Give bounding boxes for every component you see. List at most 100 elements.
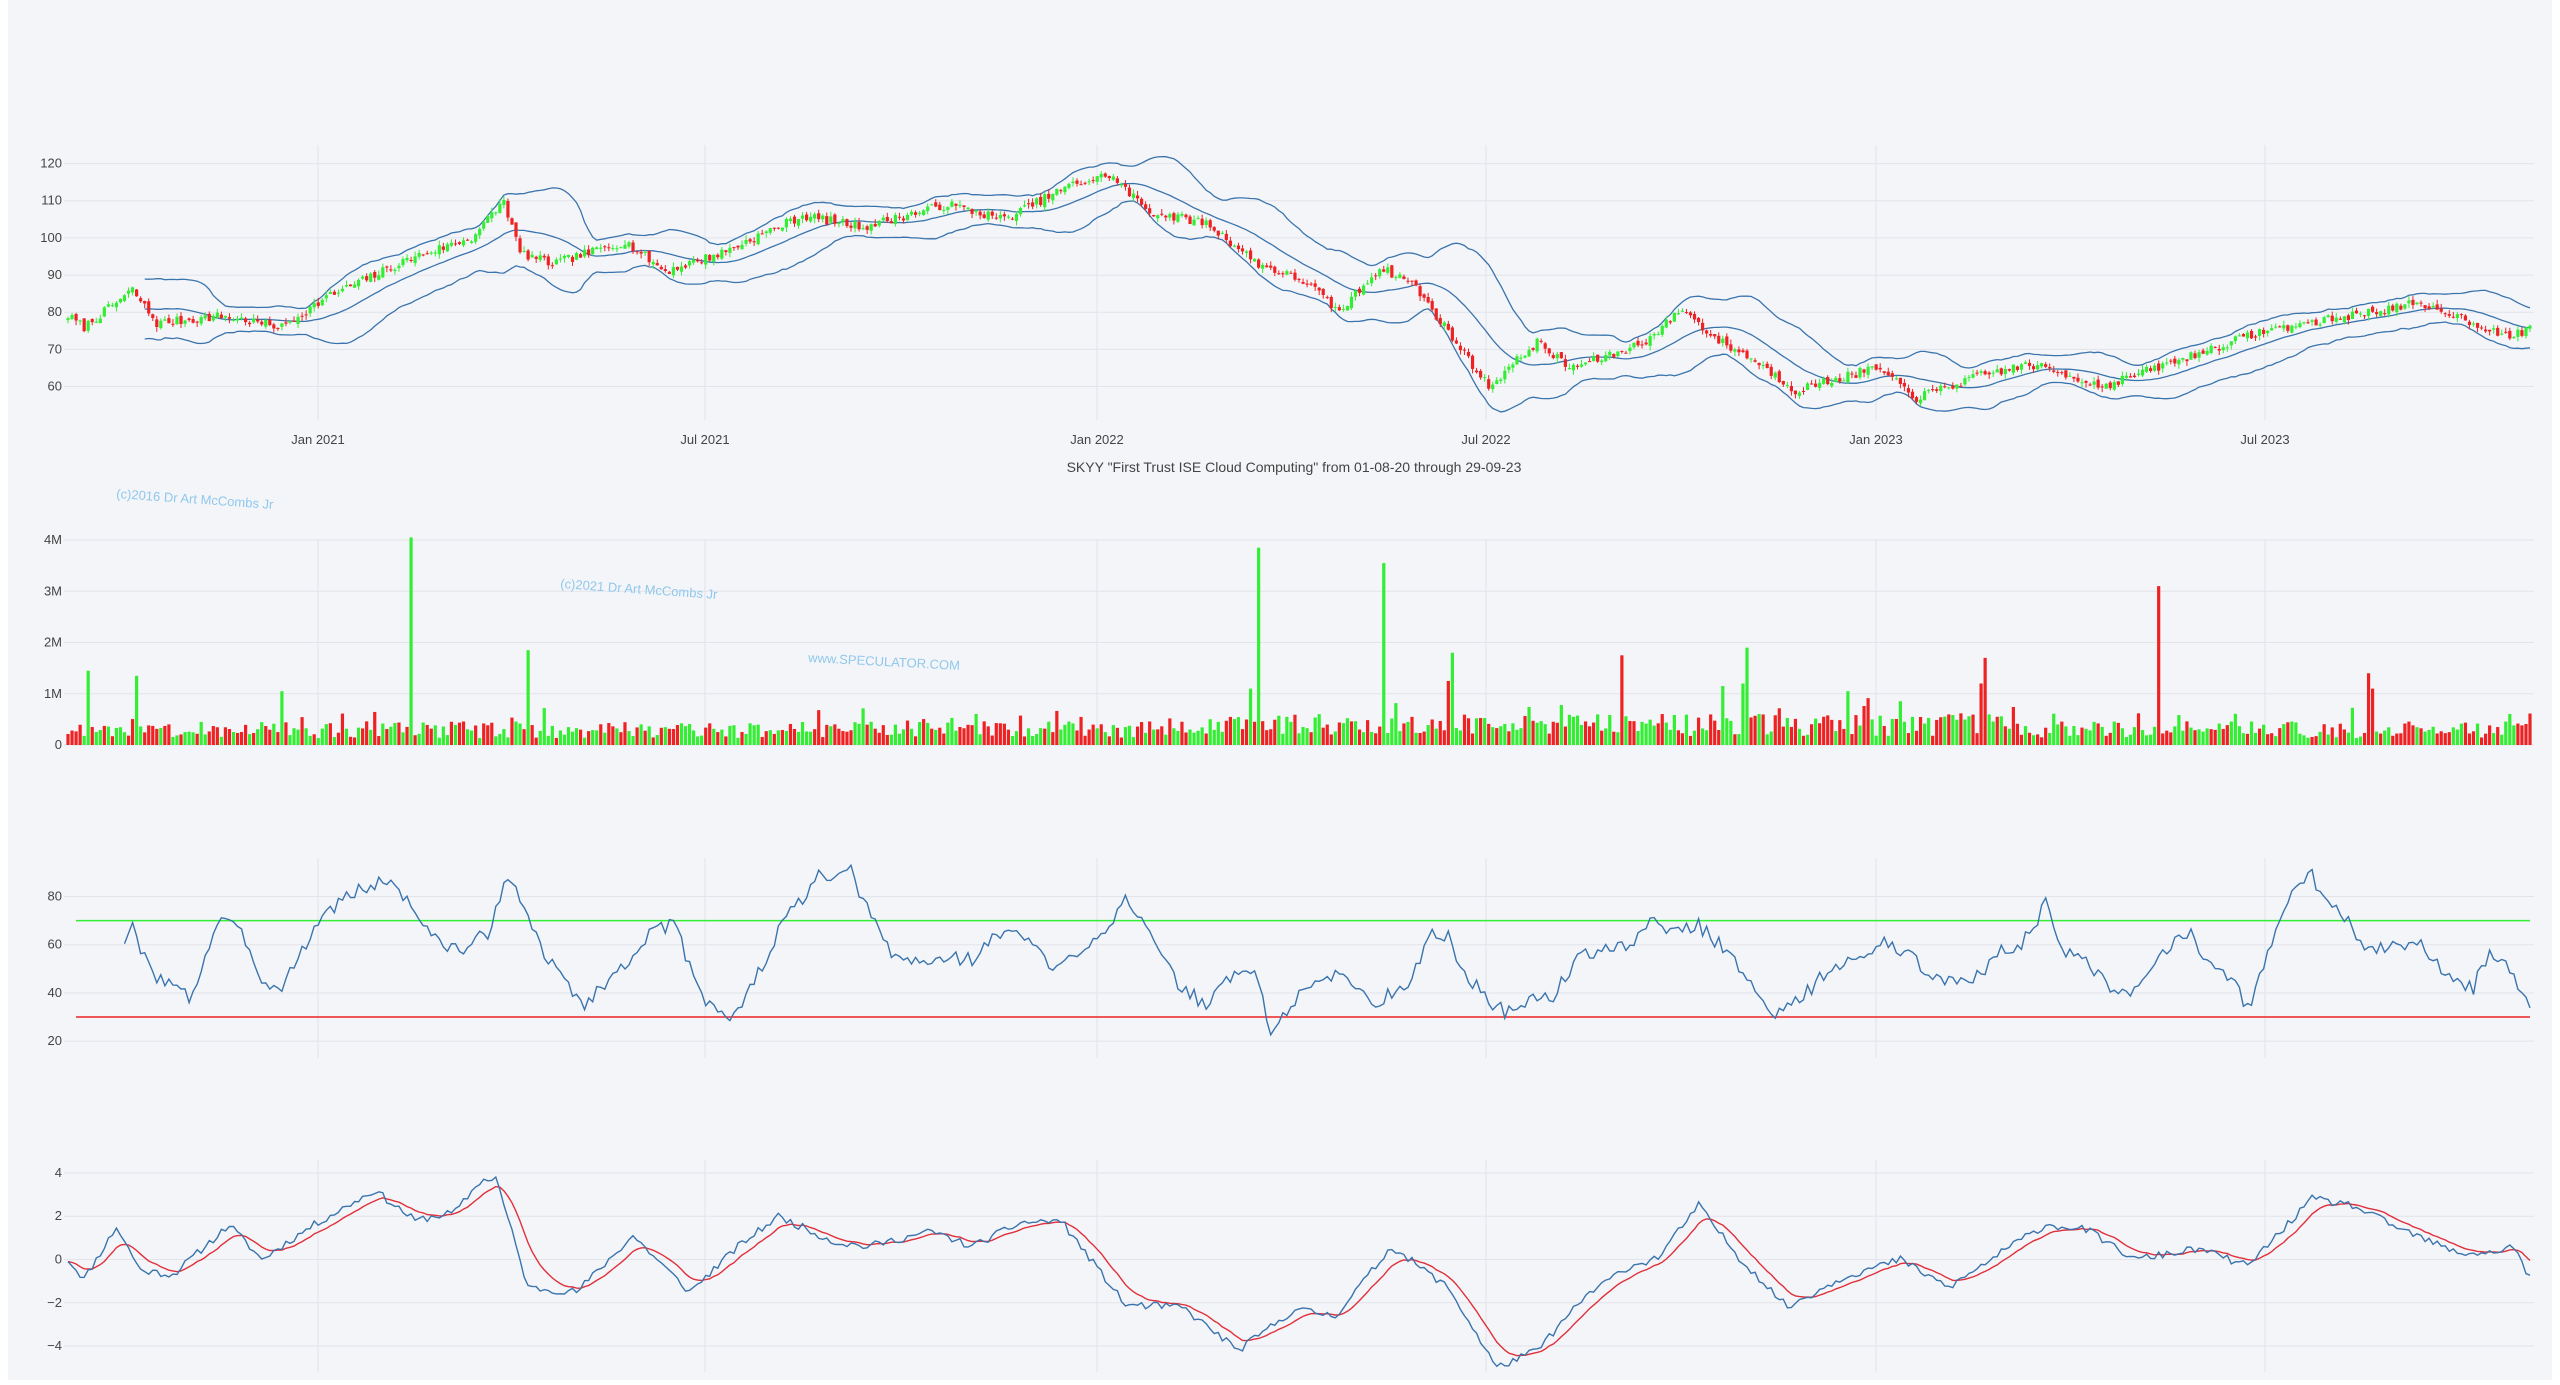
volume-bar xyxy=(1087,729,1091,745)
candle-body xyxy=(966,207,970,210)
volume-bar xyxy=(583,737,587,745)
candle-body xyxy=(1172,213,1176,221)
volume-bar xyxy=(1543,724,1547,745)
candle-body xyxy=(857,222,861,230)
candle-body xyxy=(324,295,328,299)
candle-body xyxy=(441,246,445,250)
candle-body xyxy=(631,242,635,252)
volume-bar xyxy=(2407,721,2411,745)
candle-body xyxy=(1123,183,1128,187)
volume-bar xyxy=(990,735,994,745)
candle-body xyxy=(2262,329,2266,334)
volume-bar xyxy=(397,722,401,745)
volume-bar xyxy=(1583,721,1588,745)
candle-body xyxy=(243,318,248,323)
candle-body xyxy=(1333,306,1337,308)
candle-body xyxy=(502,199,506,205)
volume-ytick-label: 2M xyxy=(44,635,62,650)
volume-bar xyxy=(1366,720,1370,745)
volume-bar xyxy=(2399,733,2403,745)
volume-bar xyxy=(175,735,179,745)
candle-body xyxy=(1285,271,1289,275)
volume-bar xyxy=(2173,726,2177,745)
candle-body xyxy=(1361,285,1366,295)
candle-body xyxy=(1491,384,1495,390)
candle-body xyxy=(2124,375,2128,378)
volume-bar xyxy=(1257,547,1261,745)
volume-bar xyxy=(1156,729,1160,745)
candle-body xyxy=(1067,183,1071,188)
volume-bar xyxy=(2463,722,2468,745)
volume-bar xyxy=(288,735,292,745)
candle-body xyxy=(603,246,607,248)
volume-bar xyxy=(1039,728,1043,745)
candle-body xyxy=(1551,355,1555,359)
volume-bar xyxy=(817,710,821,745)
candle-body xyxy=(1680,310,1685,312)
candle-body xyxy=(1087,181,1091,183)
volume-bar xyxy=(425,724,429,745)
volume-bar xyxy=(130,719,135,745)
volume-bar xyxy=(1394,703,1398,745)
candle-body xyxy=(203,315,207,319)
volume-bar xyxy=(926,722,930,745)
volume-bar xyxy=(143,732,147,745)
macd-ytick-label: 0 xyxy=(55,1252,62,1267)
candle-body xyxy=(361,276,365,279)
volume-bar xyxy=(86,670,90,745)
candle-body xyxy=(413,256,417,264)
candle-body xyxy=(1454,340,1459,344)
candle-body xyxy=(1705,330,1709,334)
candle-body xyxy=(2060,372,2064,374)
candle-body xyxy=(1894,378,1898,380)
volume-bar xyxy=(639,724,643,745)
volume-bar xyxy=(1018,715,1023,745)
volume-bar xyxy=(1874,735,1878,745)
volume-bar xyxy=(1378,726,1382,745)
volume-bar xyxy=(1010,735,1015,745)
candle-body xyxy=(1741,350,1745,353)
volume-bar xyxy=(574,728,579,745)
volume-bar xyxy=(1313,717,1317,745)
volume-bar xyxy=(736,737,740,745)
volume-bar xyxy=(151,725,155,745)
candle-body xyxy=(1822,378,1826,384)
volume-bar xyxy=(2036,734,2040,745)
volume-bar xyxy=(2249,721,2254,745)
candle-body xyxy=(2128,376,2133,378)
volume-bar xyxy=(2492,733,2496,745)
candle-body xyxy=(2512,337,2516,339)
volume-bar xyxy=(385,729,389,745)
volume-bar xyxy=(1967,716,1971,745)
candle-body xyxy=(982,214,986,218)
candle-body xyxy=(667,271,671,274)
volume-bar xyxy=(1858,725,1862,745)
volume-bar xyxy=(1850,734,1854,745)
candle-body xyxy=(163,319,167,321)
volume-bar xyxy=(998,723,1002,745)
volume-bar xyxy=(1604,728,1608,745)
candle-body xyxy=(453,243,458,245)
volume-bar xyxy=(986,726,990,745)
candle-body xyxy=(2407,300,2411,304)
candle-body xyxy=(974,210,978,212)
candle-body xyxy=(691,259,696,263)
volume-bar xyxy=(2221,728,2225,745)
volume-bar xyxy=(1357,729,1362,745)
volume-bar xyxy=(332,737,336,745)
volume-bar xyxy=(1248,688,1253,745)
volume-bar xyxy=(1491,727,1495,745)
candle-body xyxy=(1257,259,1261,268)
candle-body xyxy=(2185,359,2189,362)
candle-body xyxy=(2484,329,2488,332)
candle-body xyxy=(215,312,219,318)
volume-bar xyxy=(1592,722,1596,745)
candle-body xyxy=(865,226,869,230)
volume-bar xyxy=(607,723,611,745)
candle-body xyxy=(405,257,409,261)
volume-bar xyxy=(1442,730,1446,745)
candle-body xyxy=(385,266,389,268)
volume-bar xyxy=(195,733,199,745)
volume-bar xyxy=(1418,733,1422,745)
volume-bar xyxy=(2213,729,2217,745)
